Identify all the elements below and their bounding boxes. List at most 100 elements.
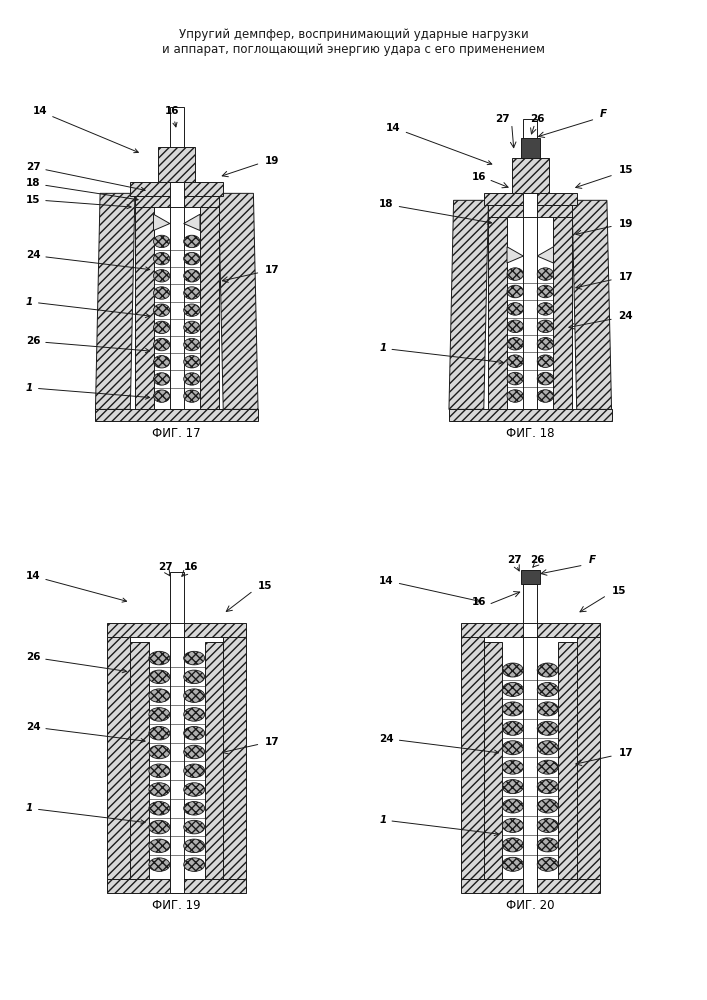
Ellipse shape	[537, 721, 558, 735]
Text: 17: 17	[265, 265, 280, 275]
Ellipse shape	[184, 270, 200, 282]
Ellipse shape	[149, 745, 170, 759]
Ellipse shape	[503, 721, 523, 735]
Ellipse shape	[503, 818, 523, 832]
Polygon shape	[107, 623, 247, 637]
Polygon shape	[521, 138, 539, 158]
Polygon shape	[577, 637, 600, 879]
Ellipse shape	[184, 338, 200, 351]
Ellipse shape	[149, 802, 170, 815]
Ellipse shape	[149, 726, 170, 740]
Ellipse shape	[507, 320, 523, 333]
Text: F: F	[600, 109, 607, 119]
Ellipse shape	[184, 820, 204, 834]
Ellipse shape	[503, 702, 523, 716]
Ellipse shape	[149, 820, 170, 834]
Text: ФИГ. 19: ФИГ. 19	[153, 899, 201, 912]
Ellipse shape	[537, 857, 558, 871]
Ellipse shape	[184, 708, 204, 721]
Ellipse shape	[184, 651, 204, 665]
Ellipse shape	[184, 689, 204, 702]
Polygon shape	[170, 107, 184, 409]
Polygon shape	[507, 247, 523, 263]
Ellipse shape	[184, 356, 200, 368]
Ellipse shape	[503, 838, 523, 852]
Ellipse shape	[537, 799, 558, 813]
Polygon shape	[200, 207, 218, 409]
Ellipse shape	[184, 802, 204, 815]
Text: 1: 1	[25, 297, 150, 318]
Text: 16: 16	[184, 562, 198, 572]
Polygon shape	[484, 642, 503, 879]
Ellipse shape	[507, 355, 523, 367]
Ellipse shape	[184, 764, 204, 778]
Polygon shape	[521, 570, 539, 584]
Ellipse shape	[153, 373, 170, 385]
Ellipse shape	[153, 287, 170, 299]
Text: 14: 14	[33, 106, 139, 153]
Polygon shape	[572, 200, 612, 409]
Ellipse shape	[507, 303, 523, 315]
Ellipse shape	[149, 670, 170, 684]
Ellipse shape	[184, 304, 200, 316]
Text: 14: 14	[379, 576, 480, 603]
Text: 24: 24	[25, 722, 145, 743]
Ellipse shape	[503, 760, 523, 774]
Polygon shape	[107, 637, 130, 879]
Ellipse shape	[537, 320, 554, 333]
Ellipse shape	[153, 321, 170, 334]
Text: ФИГ. 18: ФИГ. 18	[506, 427, 554, 440]
Polygon shape	[223, 637, 247, 879]
Ellipse shape	[184, 783, 204, 796]
Polygon shape	[558, 642, 577, 879]
Polygon shape	[512, 158, 549, 193]
Text: 26: 26	[530, 114, 545, 124]
Ellipse shape	[537, 818, 558, 832]
Ellipse shape	[153, 356, 170, 368]
Text: 27: 27	[496, 114, 510, 124]
Ellipse shape	[507, 390, 523, 402]
Ellipse shape	[507, 285, 523, 298]
Ellipse shape	[537, 741, 558, 755]
Polygon shape	[460, 637, 484, 879]
Text: 16: 16	[472, 172, 486, 182]
Ellipse shape	[184, 287, 200, 299]
Ellipse shape	[537, 285, 554, 298]
Text: 17: 17	[265, 737, 280, 747]
Ellipse shape	[149, 764, 170, 778]
Text: 17: 17	[619, 748, 633, 758]
Text: F: F	[588, 555, 595, 565]
Ellipse shape	[184, 321, 200, 334]
Ellipse shape	[153, 338, 170, 351]
Ellipse shape	[537, 355, 554, 367]
Text: 1: 1	[379, 815, 498, 836]
Ellipse shape	[537, 337, 554, 350]
Text: 1: 1	[25, 803, 145, 824]
Ellipse shape	[153, 304, 170, 316]
Ellipse shape	[507, 268, 523, 280]
Ellipse shape	[153, 235, 170, 248]
Polygon shape	[460, 623, 600, 637]
Text: 24: 24	[25, 250, 150, 271]
Polygon shape	[523, 119, 537, 409]
Ellipse shape	[503, 741, 523, 755]
Ellipse shape	[537, 780, 558, 794]
Polygon shape	[135, 207, 153, 409]
Ellipse shape	[184, 373, 200, 385]
Text: 15: 15	[25, 195, 131, 209]
Text: 15: 15	[612, 586, 626, 596]
Polygon shape	[489, 205, 572, 217]
Polygon shape	[184, 214, 200, 231]
Ellipse shape	[503, 780, 523, 794]
Ellipse shape	[537, 760, 558, 774]
Ellipse shape	[184, 726, 204, 740]
Ellipse shape	[153, 252, 170, 265]
Ellipse shape	[537, 682, 558, 696]
Text: 17: 17	[619, 272, 633, 282]
Polygon shape	[170, 572, 184, 893]
Text: 26: 26	[25, 336, 150, 353]
Ellipse shape	[537, 268, 554, 280]
Text: 1: 1	[379, 343, 503, 364]
Polygon shape	[107, 879, 247, 893]
Ellipse shape	[153, 270, 170, 282]
